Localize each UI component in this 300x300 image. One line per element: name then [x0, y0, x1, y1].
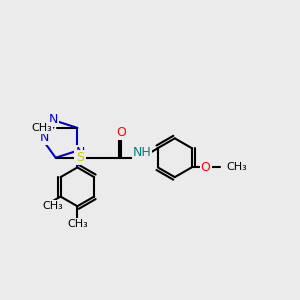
Text: N: N [48, 113, 58, 126]
Text: CH₃: CH₃ [42, 201, 63, 211]
Text: CH₃: CH₃ [226, 163, 247, 172]
Text: CH₃: CH₃ [31, 123, 52, 133]
Text: CH₃: CH₃ [67, 219, 88, 229]
Text: NH: NH [133, 146, 152, 159]
Text: N: N [75, 146, 85, 158]
Text: O: O [116, 127, 126, 140]
Text: N: N [40, 131, 50, 145]
Text: O: O [201, 161, 211, 174]
Text: S: S [76, 151, 84, 164]
